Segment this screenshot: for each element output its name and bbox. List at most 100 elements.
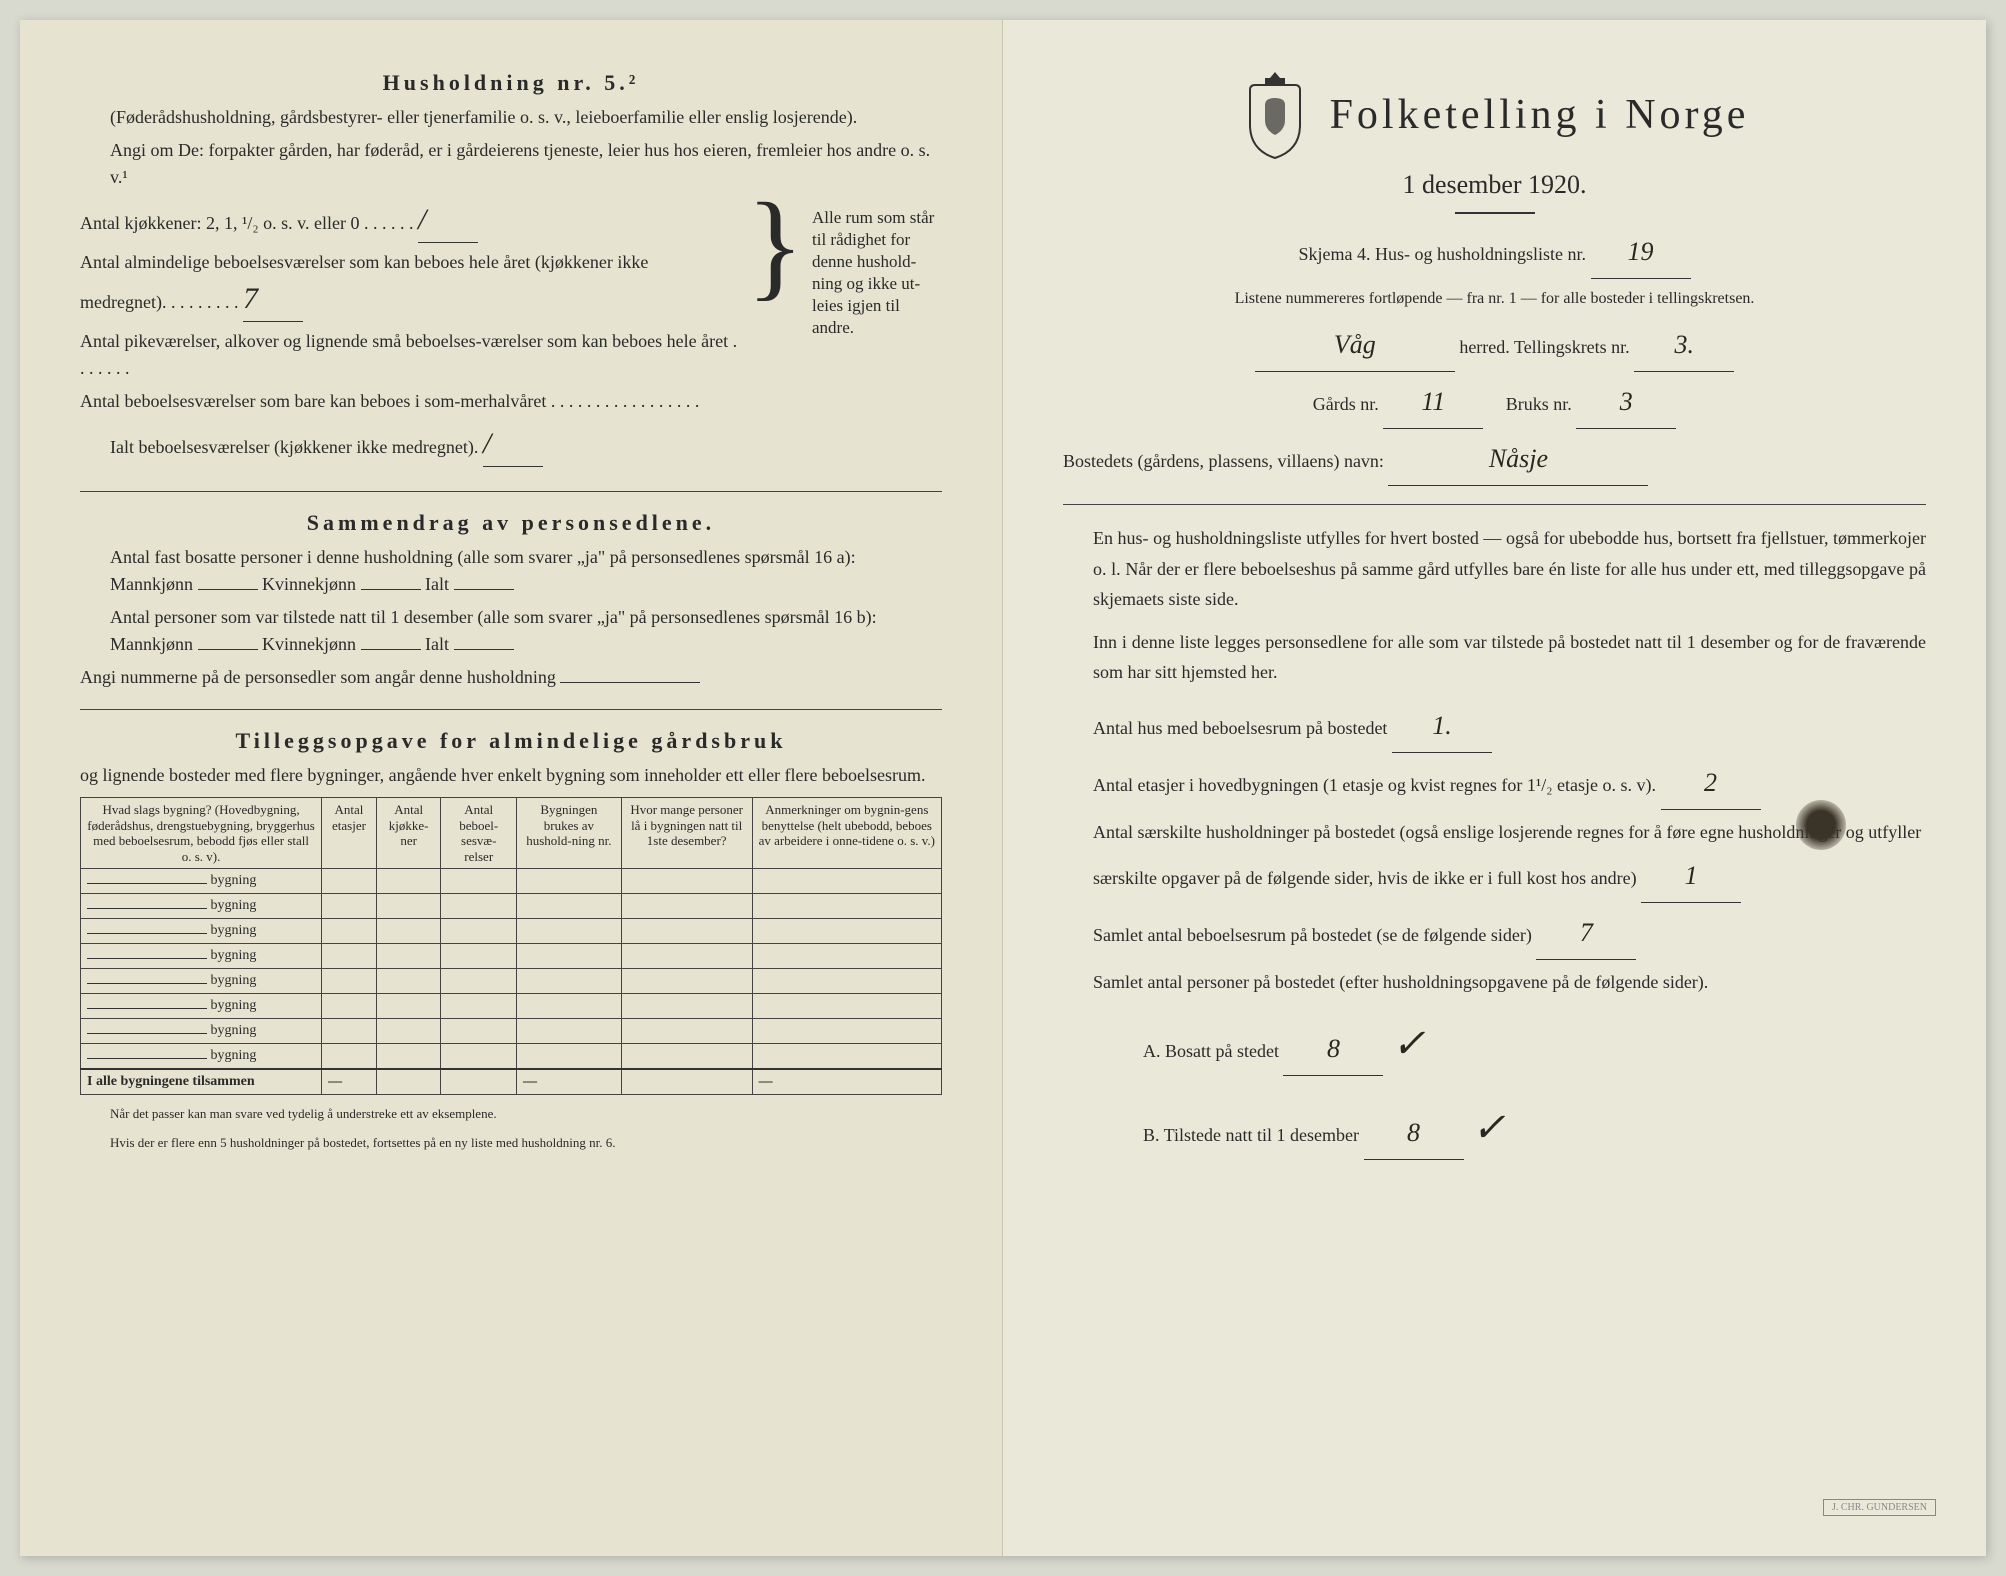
total-label: I alle bygningene tilsammen bbox=[81, 1069, 322, 1095]
herred-value: Våg bbox=[1255, 319, 1455, 372]
rooms1-text: Antal almindelige beboelsesværelser som … bbox=[80, 252, 648, 312]
table-cell bbox=[752, 969, 941, 994]
schema-text: Skjema 4. Hus- og husholdningsliste nr. bbox=[1299, 244, 1587, 264]
hr-short bbox=[1455, 212, 1535, 214]
table-row: bygning bbox=[81, 869, 942, 894]
rooms-line2: Antal pikeværelser, alkover og lignende … bbox=[80, 328, 738, 382]
crest-icon bbox=[1240, 70, 1310, 160]
q3-value: 1 bbox=[1641, 850, 1741, 903]
table-cell bbox=[752, 919, 941, 944]
qA-value: 8 bbox=[1283, 1023, 1383, 1076]
table-cell bbox=[441, 994, 517, 1019]
table-cell bbox=[376, 919, 441, 944]
rooms-line1: Antal almindelige beboelsesværelser som … bbox=[80, 249, 738, 322]
bruks-label: Bruks nr. bbox=[1506, 394, 1572, 414]
table-cell bbox=[376, 969, 441, 994]
footnote2: Hvis der er flere enn 5 husholdninger på… bbox=[80, 1134, 942, 1152]
kitchen-text: Antal kjøkkener: 2, 1, ¹/₂ o. s. v. elle… bbox=[80, 213, 413, 233]
q2-line: Antal etasjer i hovedbygningen (1 etasje… bbox=[1063, 757, 1926, 810]
q1-text: Antal hus med beboelsesrum på bostedet bbox=[1093, 718, 1387, 738]
para2: Inn i denne liste legges personsedlene f… bbox=[1063, 627, 1926, 688]
table-cell bbox=[517, 994, 622, 1019]
sammendrag-l2: Antal personer som var tilstede natt til… bbox=[80, 604, 942, 658]
qA-check: ✓ bbox=[1388, 1021, 1430, 1066]
table-cell bbox=[752, 894, 941, 919]
q2-text: Antal etasjer i hovedbygningen (1 etasje… bbox=[1093, 775, 1656, 795]
gards-nr: 11 bbox=[1383, 376, 1483, 429]
table-cell bbox=[376, 944, 441, 969]
total-dash2: — bbox=[517, 1069, 622, 1095]
table-cell bbox=[322, 894, 377, 919]
herred-line: Våg herred. Tellingskrets nr. 3. bbox=[1063, 319, 1926, 372]
right-page: Folketelling i Norge 1 desember 1920. Sk… bbox=[1003, 20, 1986, 1556]
kitchen-line: Antal kjøkkener: 2, 1, ¹/₂ o. s. v. elle… bbox=[80, 197, 738, 243]
sam-l1b: Kvinnekjønn bbox=[262, 574, 356, 594]
table-cell bbox=[376, 894, 441, 919]
bosted-value: Nåsje bbox=[1388, 433, 1648, 486]
sammendrag-l3: Angi nummerne på de personsedler som ang… bbox=[80, 664, 942, 691]
q1-value: 1. bbox=[1392, 700, 1492, 753]
para1: En hus- og husholdningsliste utfylles fo… bbox=[1063, 523, 1926, 615]
table-cell bbox=[322, 1019, 377, 1044]
row-label: bygning bbox=[81, 944, 322, 969]
table-cell bbox=[322, 869, 377, 894]
table-cell bbox=[517, 919, 622, 944]
total-dash3: — bbox=[752, 1069, 941, 1095]
bruks-nr: 3 bbox=[1576, 376, 1676, 429]
th-6: Anmerkninger om bygnin-gens benyttelse (… bbox=[752, 798, 941, 869]
q4-line: Samlet antal beboelsesrum på bostedet (s… bbox=[1063, 907, 1926, 960]
q2-value: 2 bbox=[1661, 757, 1761, 810]
th-4: Bygningen brukes av hushold-ning nr. bbox=[517, 798, 622, 869]
sam-l2c: Ialt bbox=[425, 634, 449, 654]
table-cell bbox=[376, 1019, 441, 1044]
sam-l1c: Ialt bbox=[425, 574, 449, 594]
table-cell bbox=[621, 869, 752, 894]
table-total-row: I alle bygningene tilsammen — — — bbox=[81, 1069, 942, 1095]
rooms-block: Antal kjøkkener: 2, 1, ¹/₂ o. s. v. elle… bbox=[80, 197, 942, 473]
table-cell bbox=[322, 994, 377, 1019]
table-row: bygning bbox=[81, 969, 942, 994]
qB-text: B. Tilstede natt til 1 desember bbox=[1143, 1125, 1359, 1145]
sam-ialt2 bbox=[454, 649, 514, 650]
th-5: Hvor mange personer lå i bygningen natt … bbox=[621, 798, 752, 869]
row-label: bygning bbox=[81, 1019, 322, 1044]
table-cell bbox=[517, 969, 622, 994]
table-cell bbox=[441, 894, 517, 919]
q4-text: Samlet antal beboelsesrum på bostedet (s… bbox=[1093, 925, 1532, 945]
row-label: bygning bbox=[81, 969, 322, 994]
gards-line: Gårds nr. 11 Bruks nr. 3 bbox=[1063, 376, 1926, 429]
row-label: bygning bbox=[81, 919, 322, 944]
schema-nr: 19 bbox=[1591, 226, 1691, 279]
table-cell bbox=[322, 919, 377, 944]
sam-kvin1 bbox=[361, 589, 421, 590]
q4-value: 7 bbox=[1536, 907, 1636, 960]
section5-sub1: (Føderådshusholdning, gårdsbestyrer- ell… bbox=[80, 104, 942, 131]
rooms-total-text: Ialt beboelsesværelser (kjøkkener ikke m… bbox=[110, 437, 478, 457]
table-row: bygning bbox=[81, 919, 942, 944]
sam-mann1 bbox=[198, 589, 258, 590]
separator-1 bbox=[80, 491, 942, 492]
table-row: bygning bbox=[81, 1019, 942, 1044]
qA-line: A. Bosatt på stedet 8 ✓ bbox=[1063, 1004, 1926, 1084]
row-label: bygning bbox=[81, 1044, 322, 1070]
table-cell bbox=[621, 1019, 752, 1044]
printer-stamp: J. CHR. GUNDERSEN bbox=[1823, 1499, 1936, 1516]
th-1: Antal etasjer bbox=[322, 798, 377, 869]
th-2: Antal kjøkke-ner bbox=[376, 798, 441, 869]
table-row: bygning bbox=[81, 894, 942, 919]
sam-ialt1 bbox=[454, 589, 514, 590]
table-cell bbox=[752, 1044, 941, 1070]
table-cell bbox=[441, 1019, 517, 1044]
rooms-total-value: / bbox=[483, 421, 543, 467]
table-cell bbox=[517, 944, 622, 969]
total-dash1: — bbox=[322, 1069, 377, 1095]
table-cell bbox=[322, 944, 377, 969]
schema-line: Skjema 4. Hus- og husholdningsliste nr. … bbox=[1063, 226, 1926, 279]
table-cell bbox=[621, 969, 752, 994]
left-page: Husholdning nr. 5.² (Føderådshusholdning… bbox=[20, 20, 1003, 1556]
table-cell bbox=[621, 994, 752, 1019]
row-label: bygning bbox=[81, 994, 322, 1019]
separator-2 bbox=[80, 709, 942, 710]
table-cell bbox=[752, 994, 941, 1019]
qA-text: A. Bosatt på stedet bbox=[1143, 1041, 1279, 1061]
